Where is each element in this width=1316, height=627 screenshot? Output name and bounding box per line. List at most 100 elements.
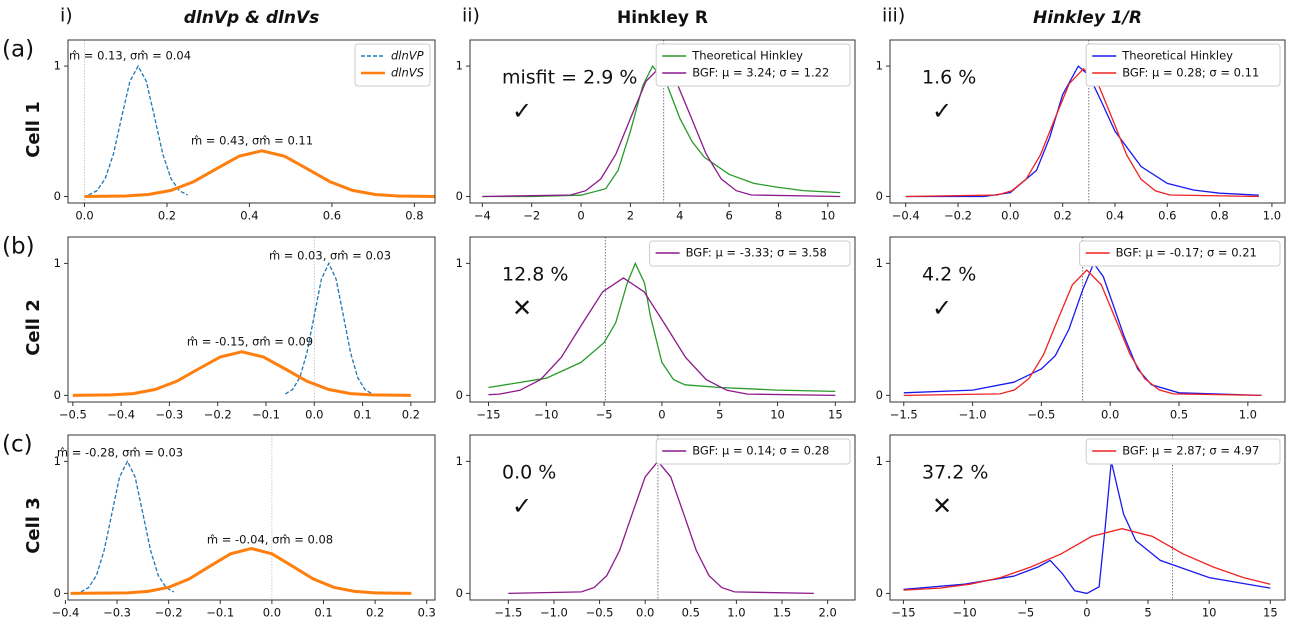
misfit-symbol: ✓ <box>512 97 532 125</box>
x-tick-label: −1.0 <box>540 606 568 620</box>
x-tick-label: 0.4 <box>240 209 258 223</box>
x-tick-label: −5 <box>596 408 613 422</box>
x-tick-label: 5 <box>716 408 723 422</box>
misfit-text: 1.6 % <box>922 67 976 89</box>
legend-label: BGF: μ = 0.28; σ = 0.11 <box>1122 66 1259 80</box>
annotation: m̂ = -0.28, σm̂ = 0.03 <box>57 446 183 460</box>
x-tick-label: −0.5 <box>59 408 87 422</box>
x-tick-label: −15 <box>891 606 915 620</box>
legend-box <box>1085 438 1281 465</box>
y-tick-label: 0 <box>54 586 61 600</box>
x-tick-label: 0.2 <box>158 209 176 223</box>
x-tick-label: 15 <box>828 408 843 422</box>
y-tick-label: 0 <box>54 388 61 402</box>
misfit-text: 12.8 % <box>502 264 568 286</box>
x-tick-label: 0.0 <box>1001 209 1019 223</box>
x-tick-label: −0.4 <box>892 209 920 223</box>
y-tick-label: 0 <box>456 189 463 203</box>
x-tick-label: −0.2 <box>155 606 183 620</box>
plot-frame <box>889 434 1286 601</box>
x-tick-label: −2 <box>523 209 540 223</box>
x-tick-label: −15 <box>476 408 500 422</box>
x-tick-label: −0.2 <box>944 209 972 223</box>
series-line <box>903 269 1262 397</box>
y-tick-label: 1 <box>876 59 883 73</box>
y-tick-label: 1 <box>54 454 61 468</box>
plot-frame <box>67 39 436 204</box>
series-line <box>88 64 188 196</box>
x-tick-label: −1.5 <box>494 606 522 620</box>
misfit-text: misfit = 2.9 % <box>502 67 637 89</box>
legend-box <box>649 240 851 267</box>
legend-box <box>354 43 431 87</box>
legend-label: BGF: μ = 2.87; σ = 4.97 <box>1122 444 1259 458</box>
x-tick-label: −0.3 <box>103 606 131 620</box>
misfit-symbol: ✓ <box>512 492 532 520</box>
misfit-symbol: ✕ <box>512 294 532 322</box>
x-tick-label: 0.0 <box>305 408 323 422</box>
plot-frame <box>67 434 436 601</box>
series-line <box>905 67 1259 198</box>
x-tick-label: 0.4 <box>1106 209 1124 223</box>
series-line <box>70 546 412 595</box>
y-tick-label: 1 <box>456 454 463 468</box>
legend-label: Theoretical Hinkley <box>691 49 803 63</box>
series-line <box>488 261 836 393</box>
panel: −4 −2 0 2 4 6 8 10 0 1 Theoretical Hinkley BGF: μ =… <box>456 39 856 223</box>
y-tick-label: 0 <box>876 586 883 600</box>
x-tick-label: −5 <box>1017 606 1034 620</box>
x-tick-label: 0.5 <box>682 606 700 620</box>
x-tick-label: −1.5 <box>890 408 918 422</box>
legend-label: dlnVP <box>391 49 424 63</box>
legend-label: BGF: μ = -3.33; σ = 3.58 <box>686 246 827 260</box>
column-title: dlnVp & dlnVs <box>184 8 319 28</box>
series-line <box>80 459 175 593</box>
annotation: m̂ = -0.15, σm̂ = 0.09 <box>187 335 313 349</box>
x-tick-label: 0 <box>1083 606 1090 620</box>
x-tick-label: −4 <box>474 209 491 223</box>
annotation: m̂ = -0.04, σm̂ = 0.08 <box>207 533 333 547</box>
x-tick-label: 0.1 <box>314 606 332 620</box>
legend-label: dlnVS <box>391 66 424 80</box>
panel: −0.4 −0.3 −0.2 −0.1 0.0 0.1 0.2 0.3 0 1m̂ = -0.28… <box>51 434 436 620</box>
x-tick-label: 0.0 <box>263 606 281 620</box>
panel: 0.0 0.2 0.4 0.6 0.8 0 1 dlnVP dlnVS m̂ = 0.13, σm… <box>54 39 436 223</box>
x-tick-label: 0.2 <box>402 408 420 422</box>
panel: −1.5 −1.0 −0.5 0.0 0.5 1.0 0 1 BGF: μ = -0.17; σ… <box>876 236 1286 422</box>
x-tick-label: 6 <box>725 209 732 223</box>
row-label: Cell 2 <box>23 299 44 356</box>
x-tick-label: 10 <box>1202 606 1217 620</box>
x-tick-label: 0.8 <box>1210 209 1228 223</box>
column-number: iii) <box>882 5 905 27</box>
x-tick-label: 0.0 <box>636 606 654 620</box>
row-label: Cell 1 <box>23 101 44 158</box>
x-tick-label: −0.2 <box>204 408 232 422</box>
y-tick-label: 1 <box>456 59 463 73</box>
panel: −0.4 −0.2 0.0 0.2 0.4 0.6 0.8 1.0 0 1 Theoretical … <box>876 39 1286 223</box>
y-tick-label: 0 <box>876 189 883 203</box>
x-tick-label: 5 <box>1144 606 1151 620</box>
x-tick-label: −0.4 <box>107 408 135 422</box>
legend-box <box>655 438 851 465</box>
x-tick-label: −10 <box>952 606 976 620</box>
column-title: Hinkley R <box>617 8 708 28</box>
panel: −15 −10 −5 0 5 10 15 0 1 BGF: μ = -3.33; σ = 3.58… <box>456 236 856 422</box>
legend-label: Theoretical Hinkley <box>1121 49 1233 63</box>
series-line <box>903 528 1271 591</box>
x-tick-label: 2 <box>627 209 634 223</box>
x-tick-label: 0.6 <box>323 209 341 223</box>
x-tick-label: −0.1 <box>206 606 234 620</box>
x-tick-label: 0.1 <box>353 408 371 422</box>
y-tick-label: 1 <box>876 454 883 468</box>
plot-frame <box>889 236 1286 403</box>
row-letter: (a) <box>2 37 34 63</box>
series-line <box>72 350 411 397</box>
x-tick-label: −10 <box>534 408 558 422</box>
panel: −0.5 −0.4 −0.3 −0.2 −0.1 0.0 0.1 0.2 0 1 m̂ = 0.03… <box>54 236 436 422</box>
panel: −15 −10 −5 0 5 10 15 0 1 BGF: μ = 2.87; σ = 4.97 3… <box>876 434 1286 620</box>
x-tick-label: 0 <box>577 209 584 223</box>
x-tick-label: 10 <box>821 209 836 223</box>
legend-box <box>655 43 851 87</box>
x-tick-label: 1.0 <box>727 606 745 620</box>
